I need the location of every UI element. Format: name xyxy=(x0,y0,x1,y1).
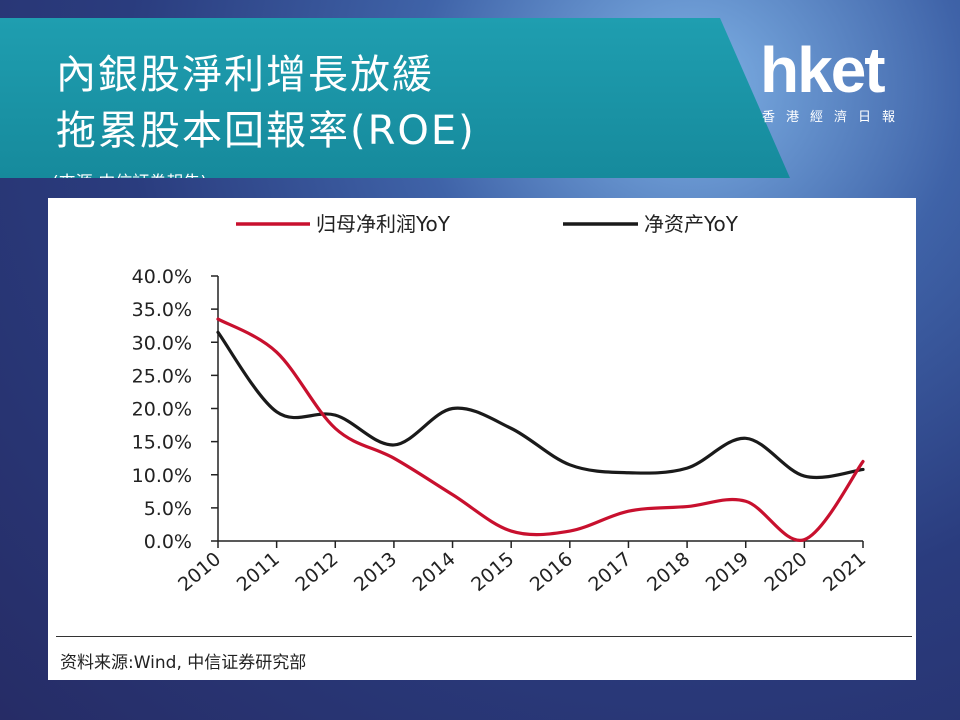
legend-label: 净资产YoY xyxy=(644,212,739,236)
chart-legend: 归母净利润YoY 净资产YoY xyxy=(236,212,739,236)
x-tick-label: 2017 xyxy=(584,548,635,596)
series-line-net-assets xyxy=(216,330,865,479)
y-tick-label: 35.0% xyxy=(132,299,192,321)
y-tick-label: 25.0% xyxy=(132,365,192,387)
x-tick-label: 2012 xyxy=(291,548,342,596)
x-tick-label: 2015 xyxy=(467,548,518,596)
title-banner: 內銀股淨利增長放緩 拖累股本回報率(ROE) (來源:中信証券報告) xyxy=(0,18,790,178)
chart-axes: 0.0% 5.0% 10.0% 15.0% 20.0% 25.0% 30.0% 35.0% 40… xyxy=(132,266,871,596)
chart-series xyxy=(216,317,865,542)
x-tick-label: 2011 xyxy=(233,548,284,596)
y-tick-label: 10.0% xyxy=(132,465,192,487)
y-tick-label: 0.0% xyxy=(144,531,192,553)
line-chart: 归母净利润YoY 净资产YoY 0.0% 5.0% 10.0% 15.0% 20.0% 25… xyxy=(132,212,871,596)
y-tick-label: 15.0% xyxy=(132,432,192,454)
x-tick-label: 2018 xyxy=(643,548,694,596)
chart-panel: 归母净利润YoY 净资产YoY 0.0% 5.0% 10.0% 15.0% 20.0% 25… xyxy=(48,198,916,680)
logo-word: hket xyxy=(760,34,886,106)
logo-subtitle: 香港經濟日報 xyxy=(762,110,907,125)
x-tick-label: 2014 xyxy=(409,548,460,596)
source-note: 资料来源:Wind, 中信证券研究部 xyxy=(60,653,307,673)
x-tick-label: 2016 xyxy=(526,548,577,596)
legend-label: 归母净利润YoY xyxy=(316,212,451,236)
series-line-net-profit xyxy=(216,317,865,542)
y-tick-label: 20.0% xyxy=(132,399,192,421)
x-tick-label: 2020 xyxy=(760,548,811,596)
x-tick-label: 2013 xyxy=(350,548,401,596)
y-tick-label: 5.0% xyxy=(144,498,192,520)
x-tick-label: 2019 xyxy=(702,548,753,596)
y-tick-label: 40.0% xyxy=(132,266,192,288)
page-subtitle: (來源:中信証券報告) xyxy=(52,173,207,193)
source-divider xyxy=(56,636,912,637)
page-title-line-1: 內銀股淨利增長放緩 xyxy=(56,52,434,98)
x-tick-label: 2010 xyxy=(174,548,225,596)
page-title-line-2: 拖累股本回報率(ROE) xyxy=(56,108,476,154)
x-tick-label: 2021 xyxy=(819,548,870,596)
y-tick-label: 30.0% xyxy=(132,332,192,354)
hket-logo: hket 香港經濟日報 xyxy=(756,34,924,134)
